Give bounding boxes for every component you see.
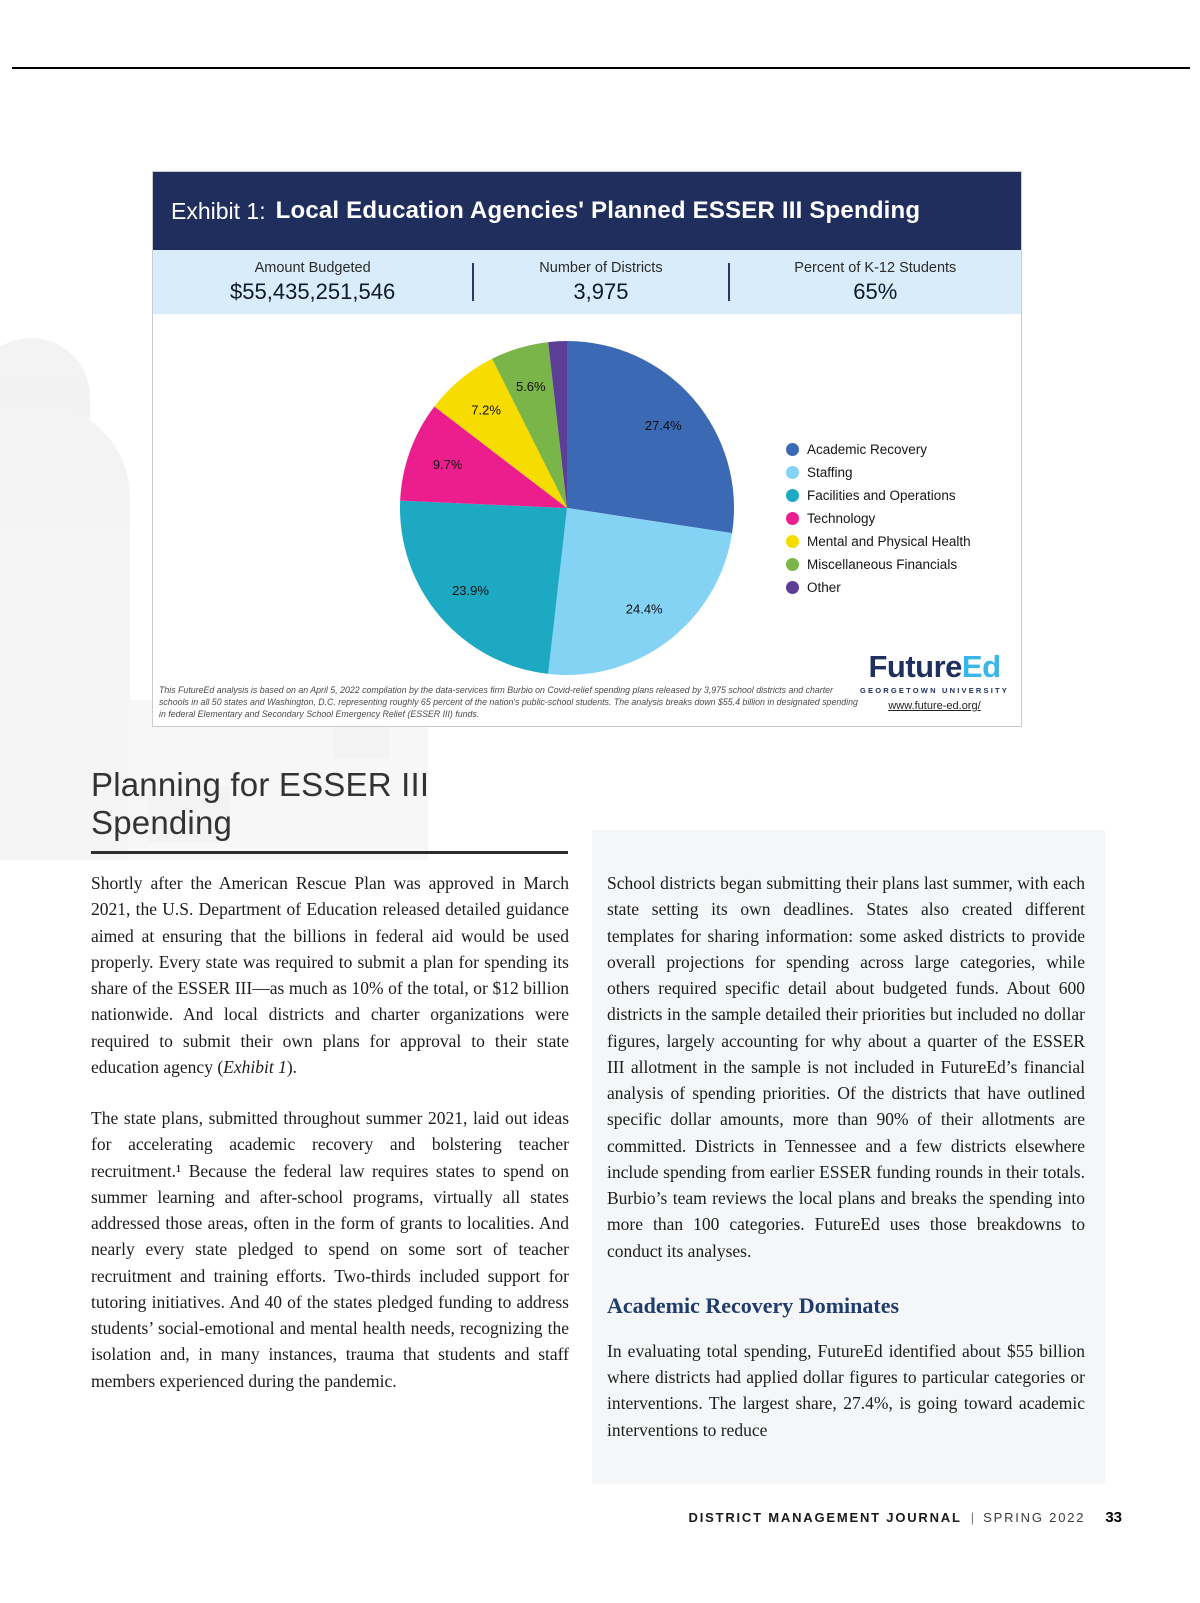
article: Planning for ESSER III Spending Shortly … [91,766,1086,1468]
section-heading-academic-recovery: Academic Recovery Dominates [607,1292,900,1318]
legend-dot-icon [786,443,799,456]
paragraph: In evaluating total spending, FutureEd i… [607,1340,1085,1440]
legend-label: Staffing [807,465,853,480]
left-column: Shortly after the American Rescue Plan w… [91,870,569,1468]
futureed-logo: FutureEd GEORGETOWN UNIVERSITY www.futur… [860,651,1009,714]
pie-slice-3 [400,406,567,508]
legend-label: Technology [807,511,876,526]
pie-slice-label-2: 23.9% [452,583,489,598]
capitol-tower-shape [0,528,130,860]
capitol-window-shape [148,786,230,842]
pie-slice-label-5: 5.6% [516,379,546,394]
pie-slice-label-0: 27.4% [645,418,682,433]
futureed-wordmark: FutureEd [860,651,1009,682]
top-rule [12,67,1190,69]
futureed-url-link[interactable]: www.future-ed.org/ [888,700,981,712]
right-column-backdrop [592,830,1105,1484]
exhibit-footnote: This FutureEd analysis is based on an Ap… [159,685,858,720]
spending-pie-chart: 27.4% 24.4% 23.9% 9.7% 7.2% 5.6% [399,341,734,675]
pie-slice-label-1: 24.4% [626,601,663,616]
footer-separator: | [970,1510,975,1525]
right-column: School districts began submitting their … [607,870,1085,1468]
pie-slice-5 [492,342,567,508]
exhibit-stats-bar: Amount Budgeted $55,435,251,546 Number o… [153,250,1021,314]
legend-label: Other [807,580,841,595]
page-title: Planning for ESSER III Spending [91,766,568,854]
exhibit-reference: Exhibit 1 [223,1056,287,1077]
logo-tagline: GEORGETOWN UNIVERSITY [860,686,1009,695]
logo-future-text: Future [868,649,962,684]
paragraph: School districts began submitting their … [607,873,1085,1261]
stat-value: $55,435,251,546 [230,278,396,304]
exhibit-label: Exhibit 1: [171,197,266,224]
pie-slice-label-3: 9.7% [433,457,463,472]
legend-label: Academic Recovery [807,442,928,457]
legend-dot-icon [786,558,799,571]
legend-dot-icon [786,489,799,502]
logo-ed-text: Ed [961,649,1001,684]
issue-label: SPRING 2022 [983,1510,1086,1525]
page-footer: DISTRICT MANAGEMENT JOURNAL | SPRING 2022 3… [689,1509,1122,1527]
exhibit-title: Local Education Agencies' Planned ESSER … [275,197,921,224]
paragraph: Shortly after the American Rescue Plan w… [91,870,569,1080]
legend-label: Facilities and Operations [807,488,956,503]
stat-value: 3,975 [573,278,629,304]
paragraph: The state plans, submitted throughout su… [91,1108,569,1391]
legend-item-4: Mental and Physical Health [786,534,971,549]
legend-dot-icon [786,535,799,548]
legend-label: Mental and Physical Health [807,534,971,549]
legend-dot-icon [786,466,799,479]
legend-item-1: Staffing [786,465,971,480]
stat-label: Number of Districts [539,259,663,276]
paragraph-text: Shortly after the American Rescue Plan w… [91,873,569,1077]
legend-item-0: Academic Recovery [786,442,971,457]
legend-item-3: Technology [786,511,971,526]
capitol-dome-shape [0,402,130,530]
pie-slice-2 [399,500,567,674]
journal-name: DISTRICT MANAGEMENT JOURNAL [688,1510,962,1525]
stat-value: 65% [853,278,898,304]
stats-divider [727,263,730,301]
legend-item-5: Miscellaneous Financials [786,557,971,572]
paragraph-text: ). [286,1056,298,1077]
stat-amount-budgeted: Amount Budgeted $55,435,251,546 [153,260,472,305]
article-columns: Shortly after the American Rescue Plan w… [91,870,1086,1468]
stat-label: Amount Budgeted [254,259,371,276]
stat-percent-k12-students: Percent of K-12 Students 65% [730,260,1021,305]
pie-slice-1 [548,508,733,675]
stat-number-of-districts: Number of Districts 3,975 [474,260,727,305]
exhibit-1-box: Exhibit 1: Local Education Agencies' Pla… [152,171,1022,727]
chart-area: 27.4% 24.4% 23.9% 9.7% 7.2% 5.6% Academic Rec… [153,314,1021,726]
stat-label: Percent of K-12 Students [794,259,957,276]
exhibit-header: Exhibit 1: Local Education Agencies' Pla… [153,172,1021,250]
legend-item-2: Facilities and Operations [786,488,971,503]
legend-dot-icon [786,581,799,594]
page-number: 33 [1105,1509,1122,1526]
legend-item-6: Other [786,580,971,595]
pie-slice-label-4: 7.2% [471,403,501,418]
stats-divider [472,263,475,301]
pie-slice-4 [434,358,567,508]
legend-label: Miscellaneous Financials [807,557,958,572]
pie-slice-0 [567,341,734,534]
legend-dot-icon [786,512,799,525]
pie-slice-6 [548,341,567,508]
pie-legend: Academic Recovery Staffing Facilities and … [786,442,971,603]
